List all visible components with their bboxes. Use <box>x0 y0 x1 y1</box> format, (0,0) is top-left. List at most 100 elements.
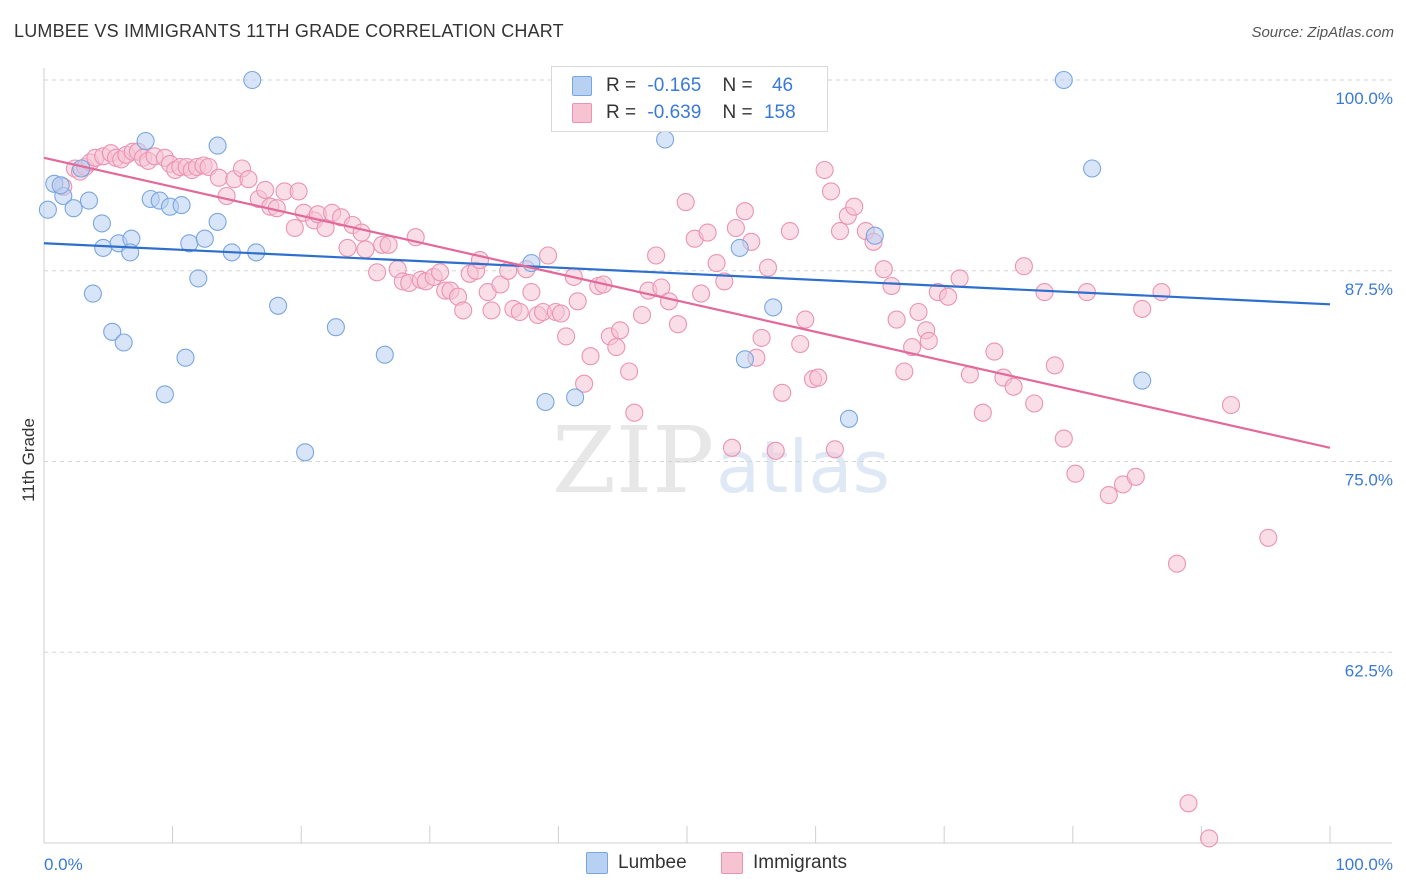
immigrant-point <box>887 310 906 329</box>
immigrants-legend-label: Immigrants <box>753 852 847 873</box>
immigrant-point <box>217 186 236 206</box>
immigrant-point <box>735 202 754 221</box>
immigrant-point <box>454 301 473 320</box>
lumbee-point <box>536 392 555 412</box>
immigrant-point <box>607 338 626 357</box>
immigrant-point <box>316 218 335 238</box>
immigrant-point <box>895 362 914 381</box>
lumbee-point <box>94 238 113 257</box>
immigrant-point <box>715 272 734 291</box>
lumbee-point <box>136 131 155 151</box>
legend-n-value: 46 <box>771 75 794 96</box>
immigrant-point <box>611 321 630 340</box>
immigrant-point <box>903 338 922 357</box>
lumbee-point <box>296 443 315 462</box>
chart-title: LUMBEE VS IMMIGRANTS 11TH GRADE CORRELAT… <box>14 21 564 41</box>
immigrant-point <box>698 223 717 242</box>
y-tick-label: 75.0% <box>1345 471 1393 490</box>
watermark-zip: ZIP <box>552 407 714 514</box>
immigrant-point <box>752 328 771 347</box>
immigrant-point <box>522 283 541 302</box>
y-tick-label: 62.5% <box>1345 661 1393 680</box>
immigrant-point <box>985 342 1004 361</box>
x-tick-label-min: 0.0% <box>44 855 83 874</box>
immigrant-point <box>1054 429 1073 448</box>
immigrant-point <box>1221 395 1241 415</box>
lumbee-point <box>79 191 99 210</box>
lumbee-legend-swatch <box>586 852 608 874</box>
lumbee-point <box>566 388 585 407</box>
lumbee-point <box>764 298 783 317</box>
immigrant-point <box>1014 257 1033 276</box>
watermark: ZIP atlas <box>552 407 890 514</box>
lumbee-point <box>103 322 122 341</box>
legend-r-label: R = <box>606 75 637 96</box>
y-tick-label: 100.0% <box>1335 89 1393 108</box>
immigrant-point <box>581 347 600 366</box>
lumbee-point <box>243 70 262 90</box>
immigrant-point <box>919 331 938 350</box>
immigrant-point <box>1025 394 1044 413</box>
lumbee-point <box>735 350 754 369</box>
lumbee-point <box>865 226 884 245</box>
legend-item-lumbee: Lumbee <box>586 852 687 874</box>
trend-lines <box>43 156 1331 449</box>
immigrant-point <box>568 292 587 311</box>
lumbee-point <box>326 318 345 337</box>
immigrant-point <box>939 287 958 306</box>
immigrant-point <box>632 305 652 325</box>
lumbee-point <box>1083 159 1102 178</box>
lumbee-point <box>114 333 133 352</box>
immigrant-point <box>379 235 398 254</box>
lumbee-point <box>176 348 195 367</box>
immigrant-point <box>1152 283 1171 302</box>
lumbee-point <box>38 200 57 219</box>
immigrant-point <box>707 254 726 273</box>
immigrants-swatch <box>572 103 592 123</box>
lumbee-point <box>195 229 214 248</box>
legend-r-value: -0.165 <box>647 75 702 96</box>
legend-r-value: -0.639 <box>647 102 702 123</box>
lumbee-point <box>189 269 208 288</box>
lumbee-point <box>92 214 111 233</box>
immigrant-point <box>338 238 357 257</box>
immigrant-point <box>780 222 799 241</box>
lumbee-point <box>83 284 102 303</box>
immigrant-point <box>845 197 864 216</box>
immigrant-point <box>1167 554 1187 573</box>
immigrant-point <box>620 362 639 381</box>
legend-r-label: R = <box>606 102 637 123</box>
immigrant-point <box>482 301 501 320</box>
immigrant-point <box>209 168 228 187</box>
lumbee-point <box>1133 371 1152 390</box>
immigrant-point <box>821 182 841 201</box>
lumbee-point <box>51 176 70 195</box>
legend-row-lumbee: R = -0.165 N = 46 <box>572 75 793 99</box>
immigrant-point <box>909 302 928 322</box>
immigrant-point <box>510 302 529 322</box>
legend-row-immigrants: R = -0.639 N = 158 <box>572 102 796 126</box>
lumbee-point <box>656 130 675 149</box>
immigrant-point <box>1099 486 1118 505</box>
lumbee-point <box>208 212 227 231</box>
immigrant-point <box>368 263 387 282</box>
y-axis-label: 11th Grade <box>19 418 38 502</box>
immigrant-point <box>1179 794 1198 813</box>
immigrant-point <box>557 327 576 346</box>
axes: 100.0% 87.5% 75.0% 62.5% 0.0% 100.0% <box>43 68 1393 874</box>
legend-n-value: 158 <box>763 102 796 123</box>
lumbee-point <box>155 385 174 404</box>
immigrant-point <box>825 440 844 459</box>
lumbee-point <box>730 238 749 257</box>
immigrant-point <box>830 222 850 241</box>
immigrant-point <box>726 218 745 238</box>
immigrant-point <box>1200 829 1219 848</box>
immigrant-point <box>722 438 742 457</box>
immigrant-point <box>539 246 558 265</box>
immigrant-point <box>973 403 992 422</box>
immigrant-point <box>796 310 815 329</box>
immigrants-legend-swatch <box>721 852 743 874</box>
lumbee-point <box>839 409 859 428</box>
immigrant-point <box>256 180 275 199</box>
immigrant-point <box>625 403 644 422</box>
